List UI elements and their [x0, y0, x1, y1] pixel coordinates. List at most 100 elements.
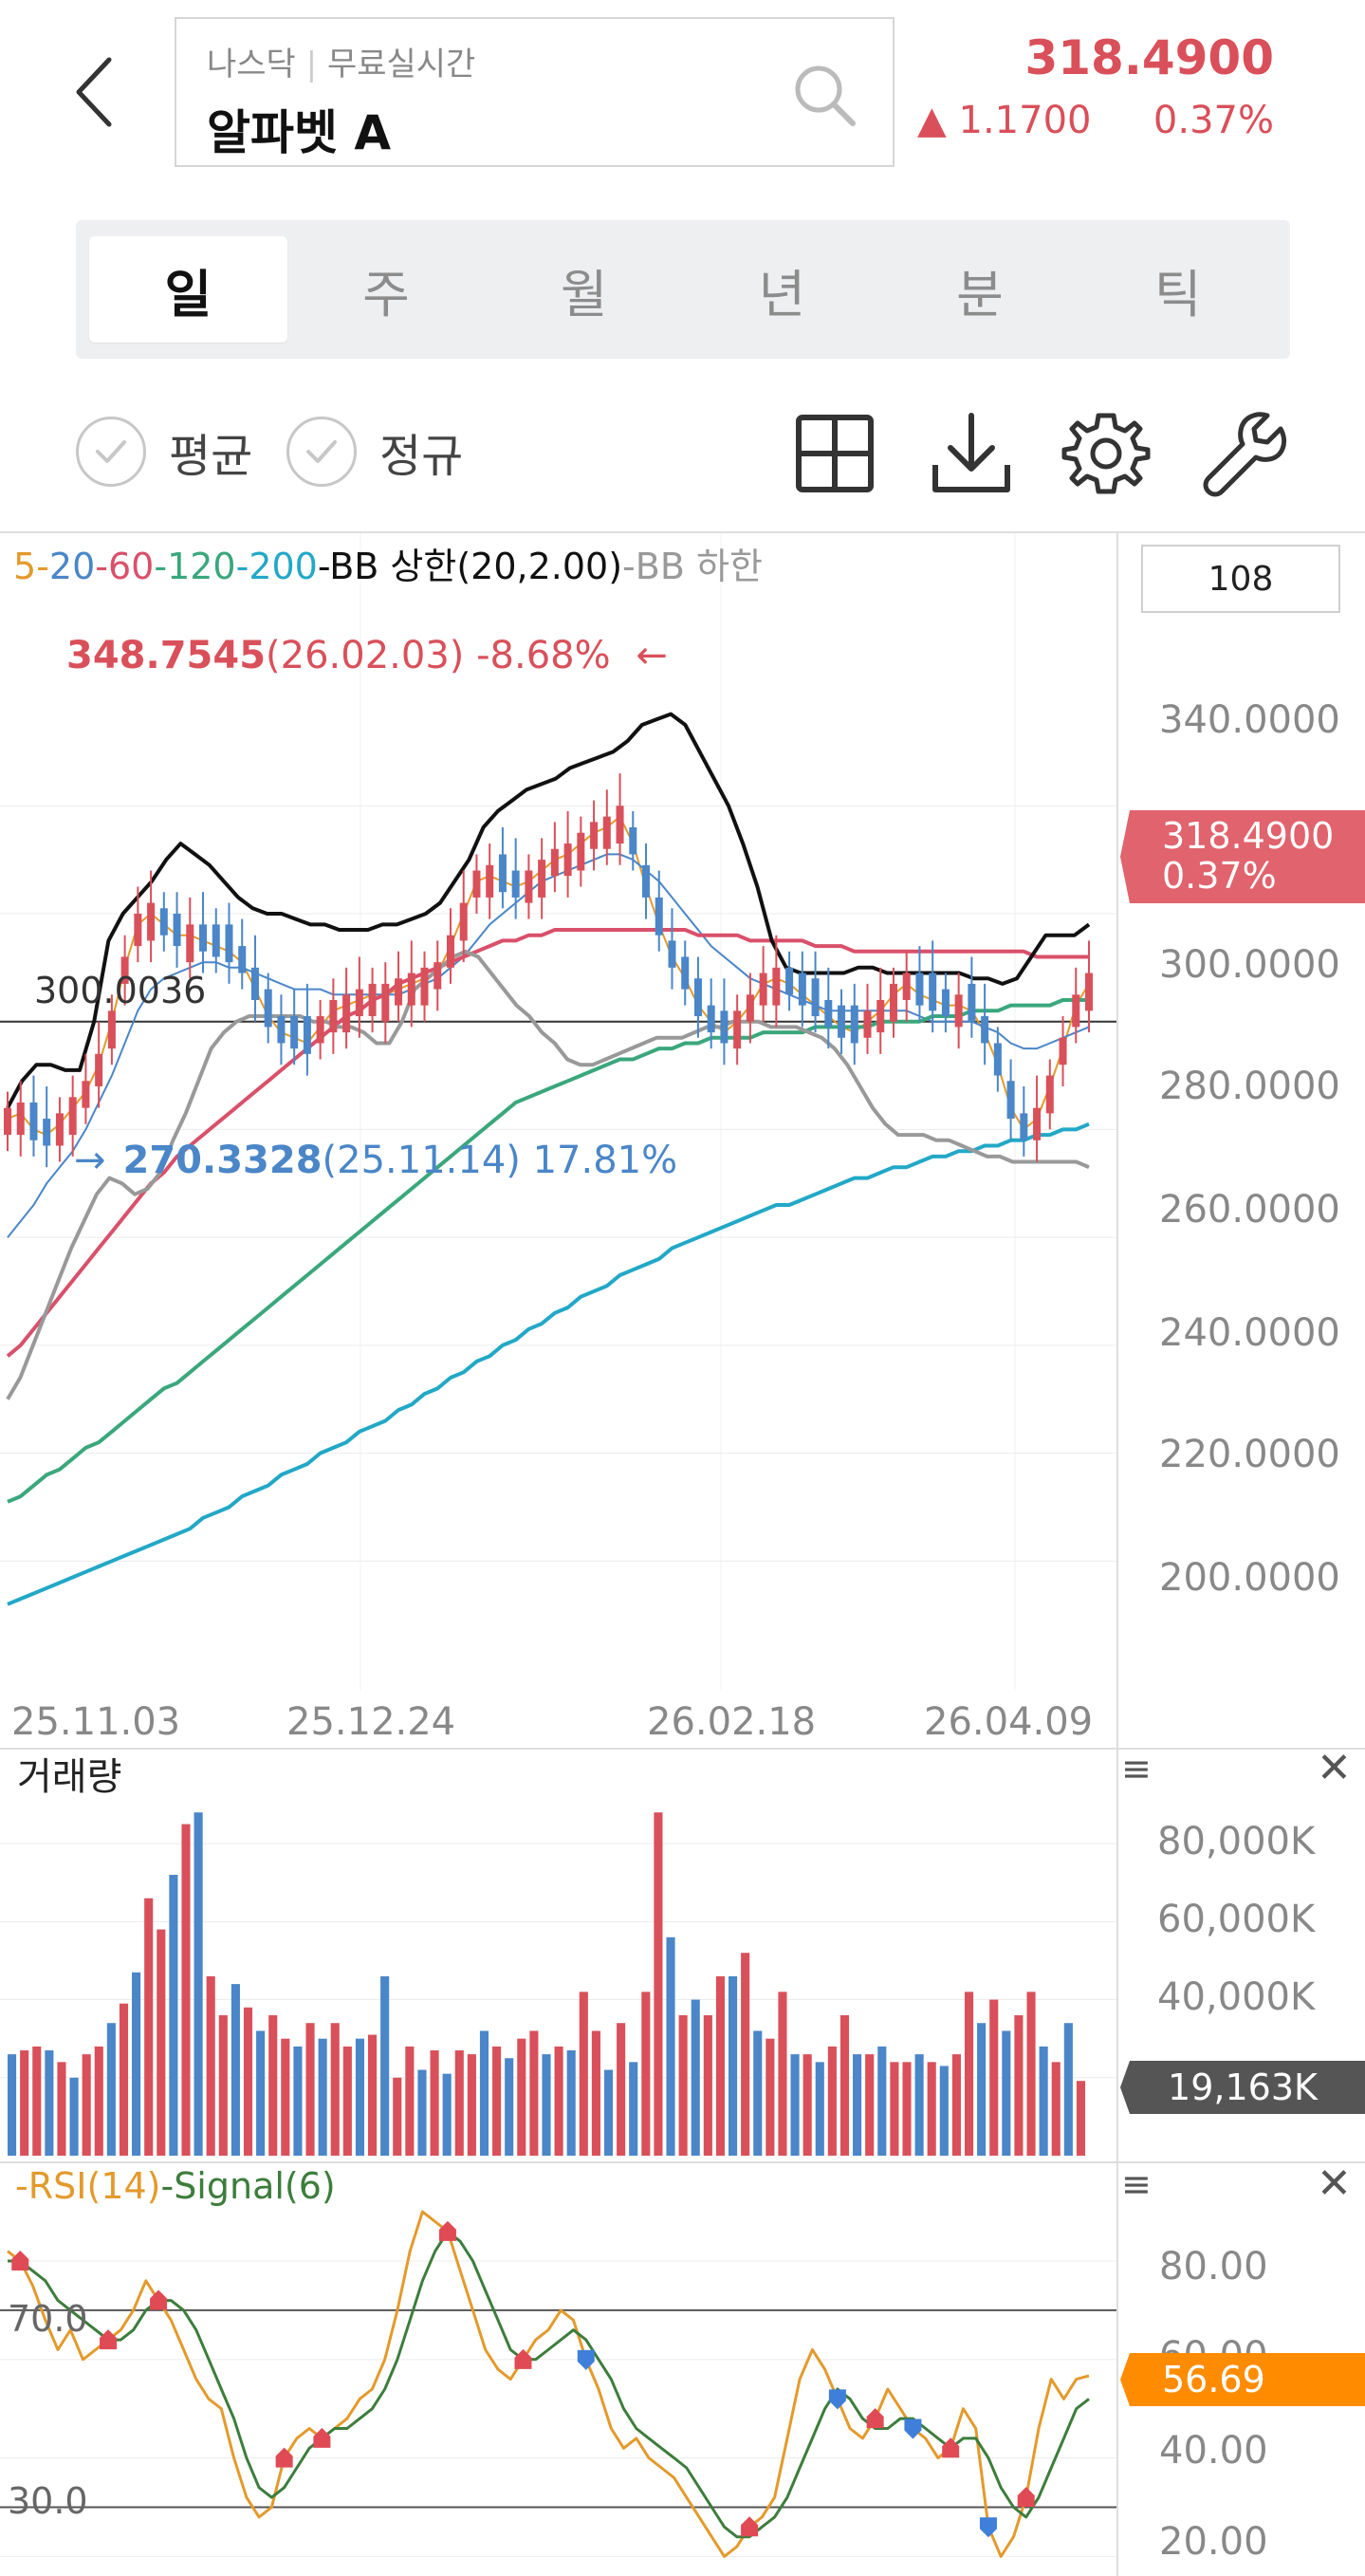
volume-bar: [927, 2062, 936, 2156]
volume-bar: [591, 2030, 600, 2156]
volume-bar: [666, 1937, 675, 2156]
badge-price: 318.4900: [1162, 815, 1335, 857]
price-chart[interactable]: [0, 533, 1365, 1748]
volume-bar: [566, 2050, 576, 2156]
candle-body: [43, 1119, 51, 1146]
volume-bar: [1051, 2062, 1061, 2156]
volume-bar: [1002, 2030, 1011, 2156]
price-change: ▲ 1.1700 0.37%: [917, 99, 1274, 142]
close-icon[interactable]: ✕: [1317, 2159, 1352, 2208]
market-label: 나스닥 | 무료실시간: [207, 38, 475, 84]
min-price-annotation: → 270.3328(25.11.14) 17.81%: [74, 1139, 677, 1182]
volume-bar: [902, 2062, 912, 2156]
current-price-badge: 318.4900 0.37%: [1120, 810, 1365, 903]
volume-bar: [368, 2034, 378, 2156]
volume-bar: [542, 2054, 551, 2156]
menu-icon[interactable]: ≡: [1121, 2163, 1152, 2205]
volume-bar: [132, 1972, 141, 2156]
stock-search-box[interactable]: 나스닥 | 무료실시간 알파벳 A: [175, 17, 895, 167]
volume-bar: [678, 2015, 688, 2156]
regular-toggle[interactable]: 정규: [286, 414, 463, 490]
grid-icon[interactable]: [789, 408, 880, 499]
x-tick: 26.04.09: [924, 1700, 1094, 1744]
volume-bar: [330, 2023, 340, 2156]
legend-signal: Signal(6): [174, 2165, 336, 2207]
series-line-4: [7, 1121, 1090, 1606]
volume-bar: [144, 1898, 154, 2156]
volume-y-tick: 80,000K: [1157, 1820, 1316, 1863]
volume-bar: [492, 2046, 502, 2156]
legend-ma200: 200: [249, 546, 318, 587]
search-icon[interactable]: [786, 57, 862, 133]
close-icon[interactable]: ✕: [1317, 1744, 1352, 1792]
average-toggle[interactable]: 평균: [76, 414, 252, 490]
volume-bar: [1014, 2015, 1024, 2156]
rsi-chart[interactable]: [0, 2163, 1365, 2576]
menu-icon[interactable]: ≡: [1121, 1748, 1152, 1789]
volume-bar: [964, 1992, 974, 2156]
tab-month[interactable]: 월: [560, 264, 608, 324]
candle-body: [785, 967, 794, 995]
volume-bar: [939, 2066, 949, 2156]
volume-top-border: [0, 1748, 1365, 1750]
volume-bar: [94, 2046, 103, 2156]
volume-bar: [715, 1975, 725, 2156]
candle-body: [563, 843, 572, 877]
candle-body: [472, 870, 481, 898]
settings-icon[interactable]: [1061, 408, 1152, 499]
candle-body: [225, 924, 233, 963]
rsi-top-border: [0, 2161, 1365, 2163]
volume-chart[interactable]: [0, 1750, 1365, 2159]
dead-cross-marker: [979, 2517, 997, 2538]
tab-year[interactable]: 년: [758, 264, 806, 324]
rsi-y-tick: 80.00: [1159, 2245, 1268, 2289]
candle-body: [316, 1016, 324, 1044]
candle-body: [511, 870, 520, 898]
volume-bar: [119, 2003, 129, 2156]
golden-cross-marker: [741, 2516, 759, 2537]
download-icon[interactable]: [926, 408, 1017, 499]
volume-bar: [1063, 2023, 1073, 2156]
volume-bar: [741, 1953, 750, 2156]
volume-bar: [989, 1999, 999, 2156]
tab-day[interactable]: 일: [89, 236, 287, 343]
check-icon: [76, 417, 146, 487]
volume-bar: [839, 2015, 850, 2156]
tab-minute[interactable]: 분: [956, 264, 1004, 324]
candle-body: [250, 967, 259, 1000]
chart-toolbar: 평균 정규: [0, 398, 1365, 503]
candle-body: [824, 999, 833, 1028]
candle-body: [95, 1053, 103, 1086]
golden-cross-marker: [100, 2329, 118, 2350]
volume-bar: [181, 1824, 191, 2156]
legend-ma20: 20: [48, 546, 96, 587]
volume-bar: [877, 2046, 887, 2156]
tab-week[interactable]: 주: [362, 264, 410, 324]
candle-body: [889, 983, 897, 1022]
display-count-input[interactable]: 108: [1141, 545, 1340, 613]
series-line-2: [6, 928, 1089, 1358]
back-button[interactable]: [57, 49, 133, 135]
candle-body: [629, 827, 637, 855]
y-tick: 220.0000: [1159, 1433, 1340, 1476]
candle-body: [395, 978, 403, 1006]
candle-body: [693, 978, 702, 1017]
volume-bar: [393, 2077, 402, 2156]
candle-body: [1045, 1075, 1054, 1114]
candle-body: [68, 1097, 77, 1136]
candle-body: [1033, 1107, 1042, 1140]
candle-body: [238, 946, 247, 973]
volume-current-badge: 19,163K: [1120, 2061, 1365, 2114]
tab-tick[interactable]: 틱: [1153, 264, 1202, 324]
wrench-icon[interactable]: [1199, 408, 1290, 499]
volume-bar: [380, 1975, 390, 2156]
golden-cross-marker: [313, 2427, 331, 2448]
volume-bar: [281, 2038, 290, 2156]
rsi-current-badge: 56.69: [1120, 2353, 1365, 2406]
candle-body: [107, 1010, 116, 1049]
chart-top-border: [0, 531, 1365, 533]
candle-body: [746, 994, 754, 1022]
display-count: 108: [1208, 559, 1274, 599]
volume-bar: [206, 1975, 215, 2156]
candle-body: [459, 902, 468, 941]
